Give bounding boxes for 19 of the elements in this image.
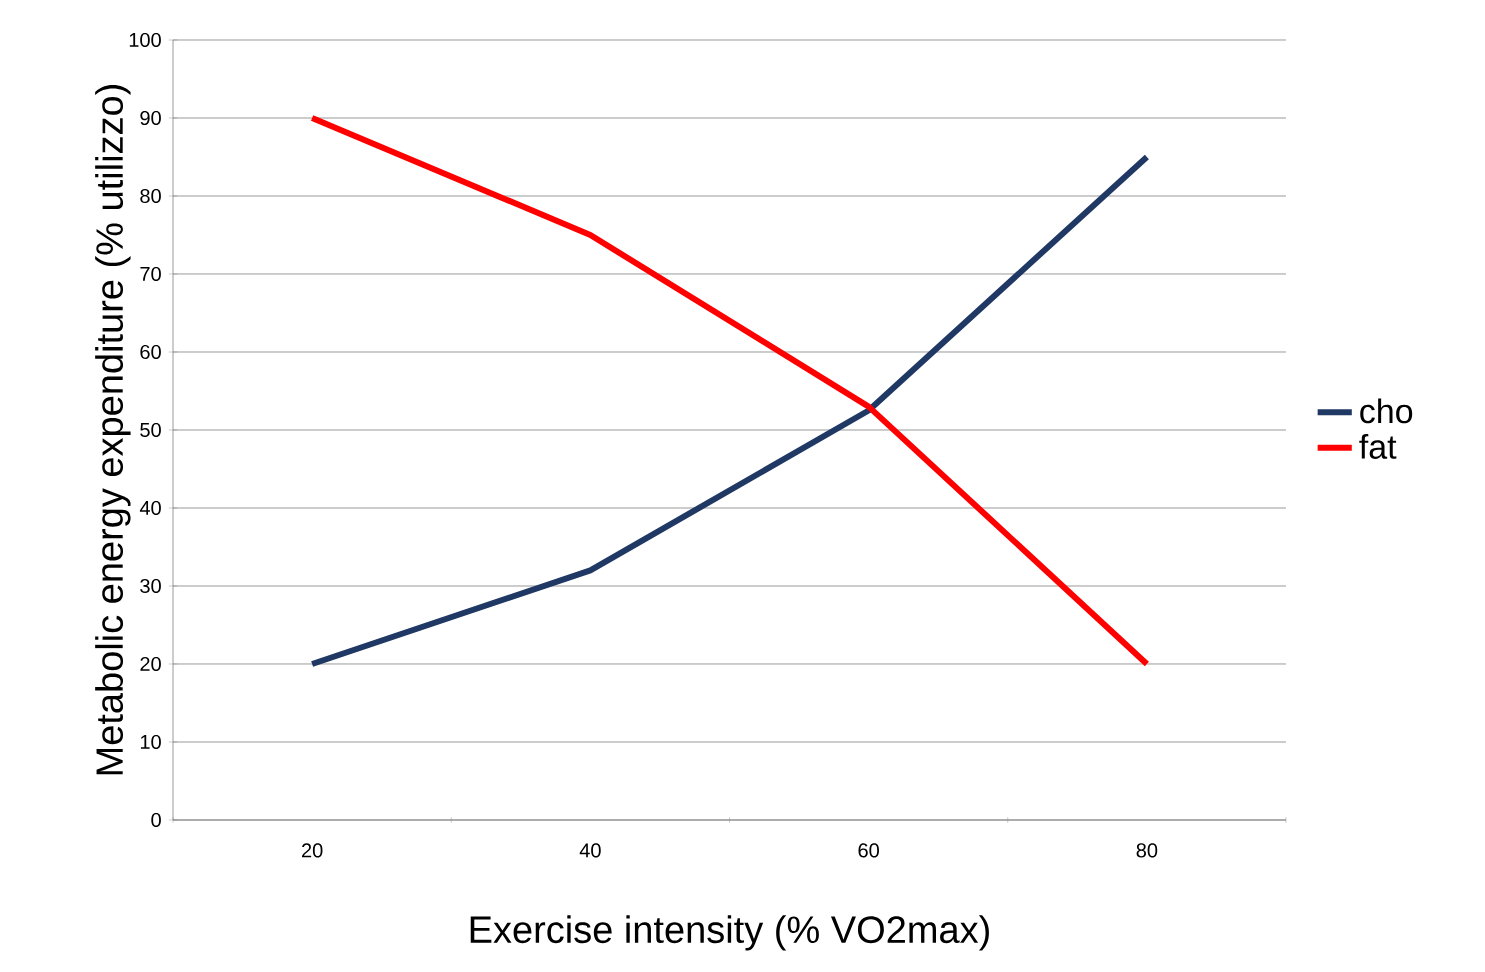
y-tick-label: 30 xyxy=(140,578,161,594)
x-tick-label: 20 xyxy=(302,843,323,858)
x-tick-label: 40 xyxy=(579,843,601,858)
x-tick-label: 80 xyxy=(1136,843,1158,858)
y-tick-label: 60 xyxy=(140,344,161,360)
y-tick-label: 20 xyxy=(140,656,161,672)
y-tick-label: 40 xyxy=(139,500,161,516)
y-tick-label: 80 xyxy=(140,188,161,204)
x-tick-label: 60 xyxy=(858,843,879,858)
y-tick-label: 0 xyxy=(151,812,161,828)
x-axis-title: Exercise intensity (% VO2max) xyxy=(470,915,989,951)
y-tick-label: 100 xyxy=(129,32,161,48)
legend-label: fat xyxy=(1359,434,1397,459)
y-tick-label: 10 xyxy=(140,734,161,750)
legend-label: cho xyxy=(1360,398,1413,424)
y-tick-label: 50 xyxy=(140,422,161,438)
y-tick-label: 70 xyxy=(140,266,161,282)
y-tick-label: 90 xyxy=(140,110,161,126)
y-axis-title: Metabolic energy expenditure (% utilizzo) xyxy=(95,85,131,775)
